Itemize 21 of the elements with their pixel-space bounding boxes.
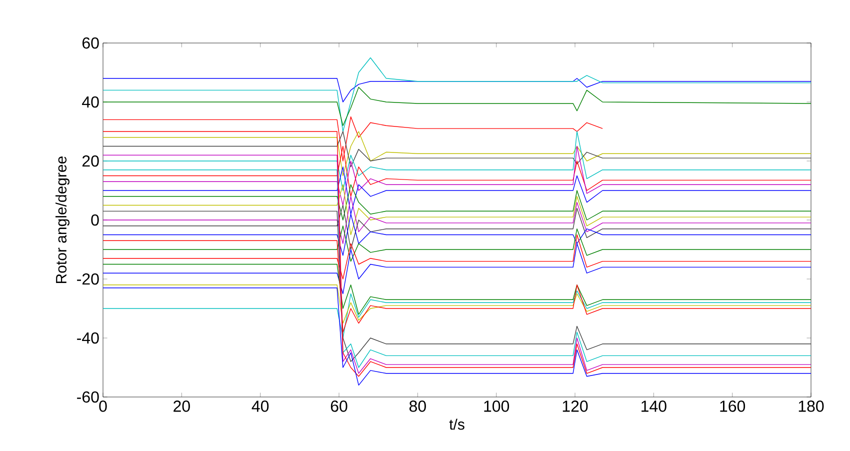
y-tick-label: 40 bbox=[82, 96, 99, 108]
y-tick-label: -20 bbox=[77, 273, 99, 285]
line-series bbox=[103, 86, 812, 126]
x-tick-label: 80 bbox=[409, 400, 426, 412]
y-tick-label: -40 bbox=[77, 332, 99, 344]
y-axis-title: Rotor angle/degree bbox=[56, 156, 70, 283]
x-tick-label: 0 bbox=[99, 400, 107, 412]
x-tick-label: 40 bbox=[252, 400, 269, 412]
y-tick-label: -60 bbox=[77, 391, 99, 403]
x-tick-label: 100 bbox=[484, 400, 510, 412]
line-series bbox=[103, 131, 812, 176]
x-tick-label: 180 bbox=[798, 400, 824, 412]
x-tick-label: 160 bbox=[720, 400, 746, 412]
y-tick-label: 0 bbox=[91, 214, 99, 226]
x-tick-label: 60 bbox=[330, 400, 348, 412]
y-tick-label: 60 bbox=[82, 37, 99, 49]
y-tick-label: 20 bbox=[82, 155, 99, 167]
x-tick-label: 20 bbox=[174, 400, 190, 412]
x-tick-label: 120 bbox=[562, 400, 588, 412]
x-tick-label: 140 bbox=[642, 400, 666, 412]
x-axis-title: t/s bbox=[449, 418, 464, 430]
